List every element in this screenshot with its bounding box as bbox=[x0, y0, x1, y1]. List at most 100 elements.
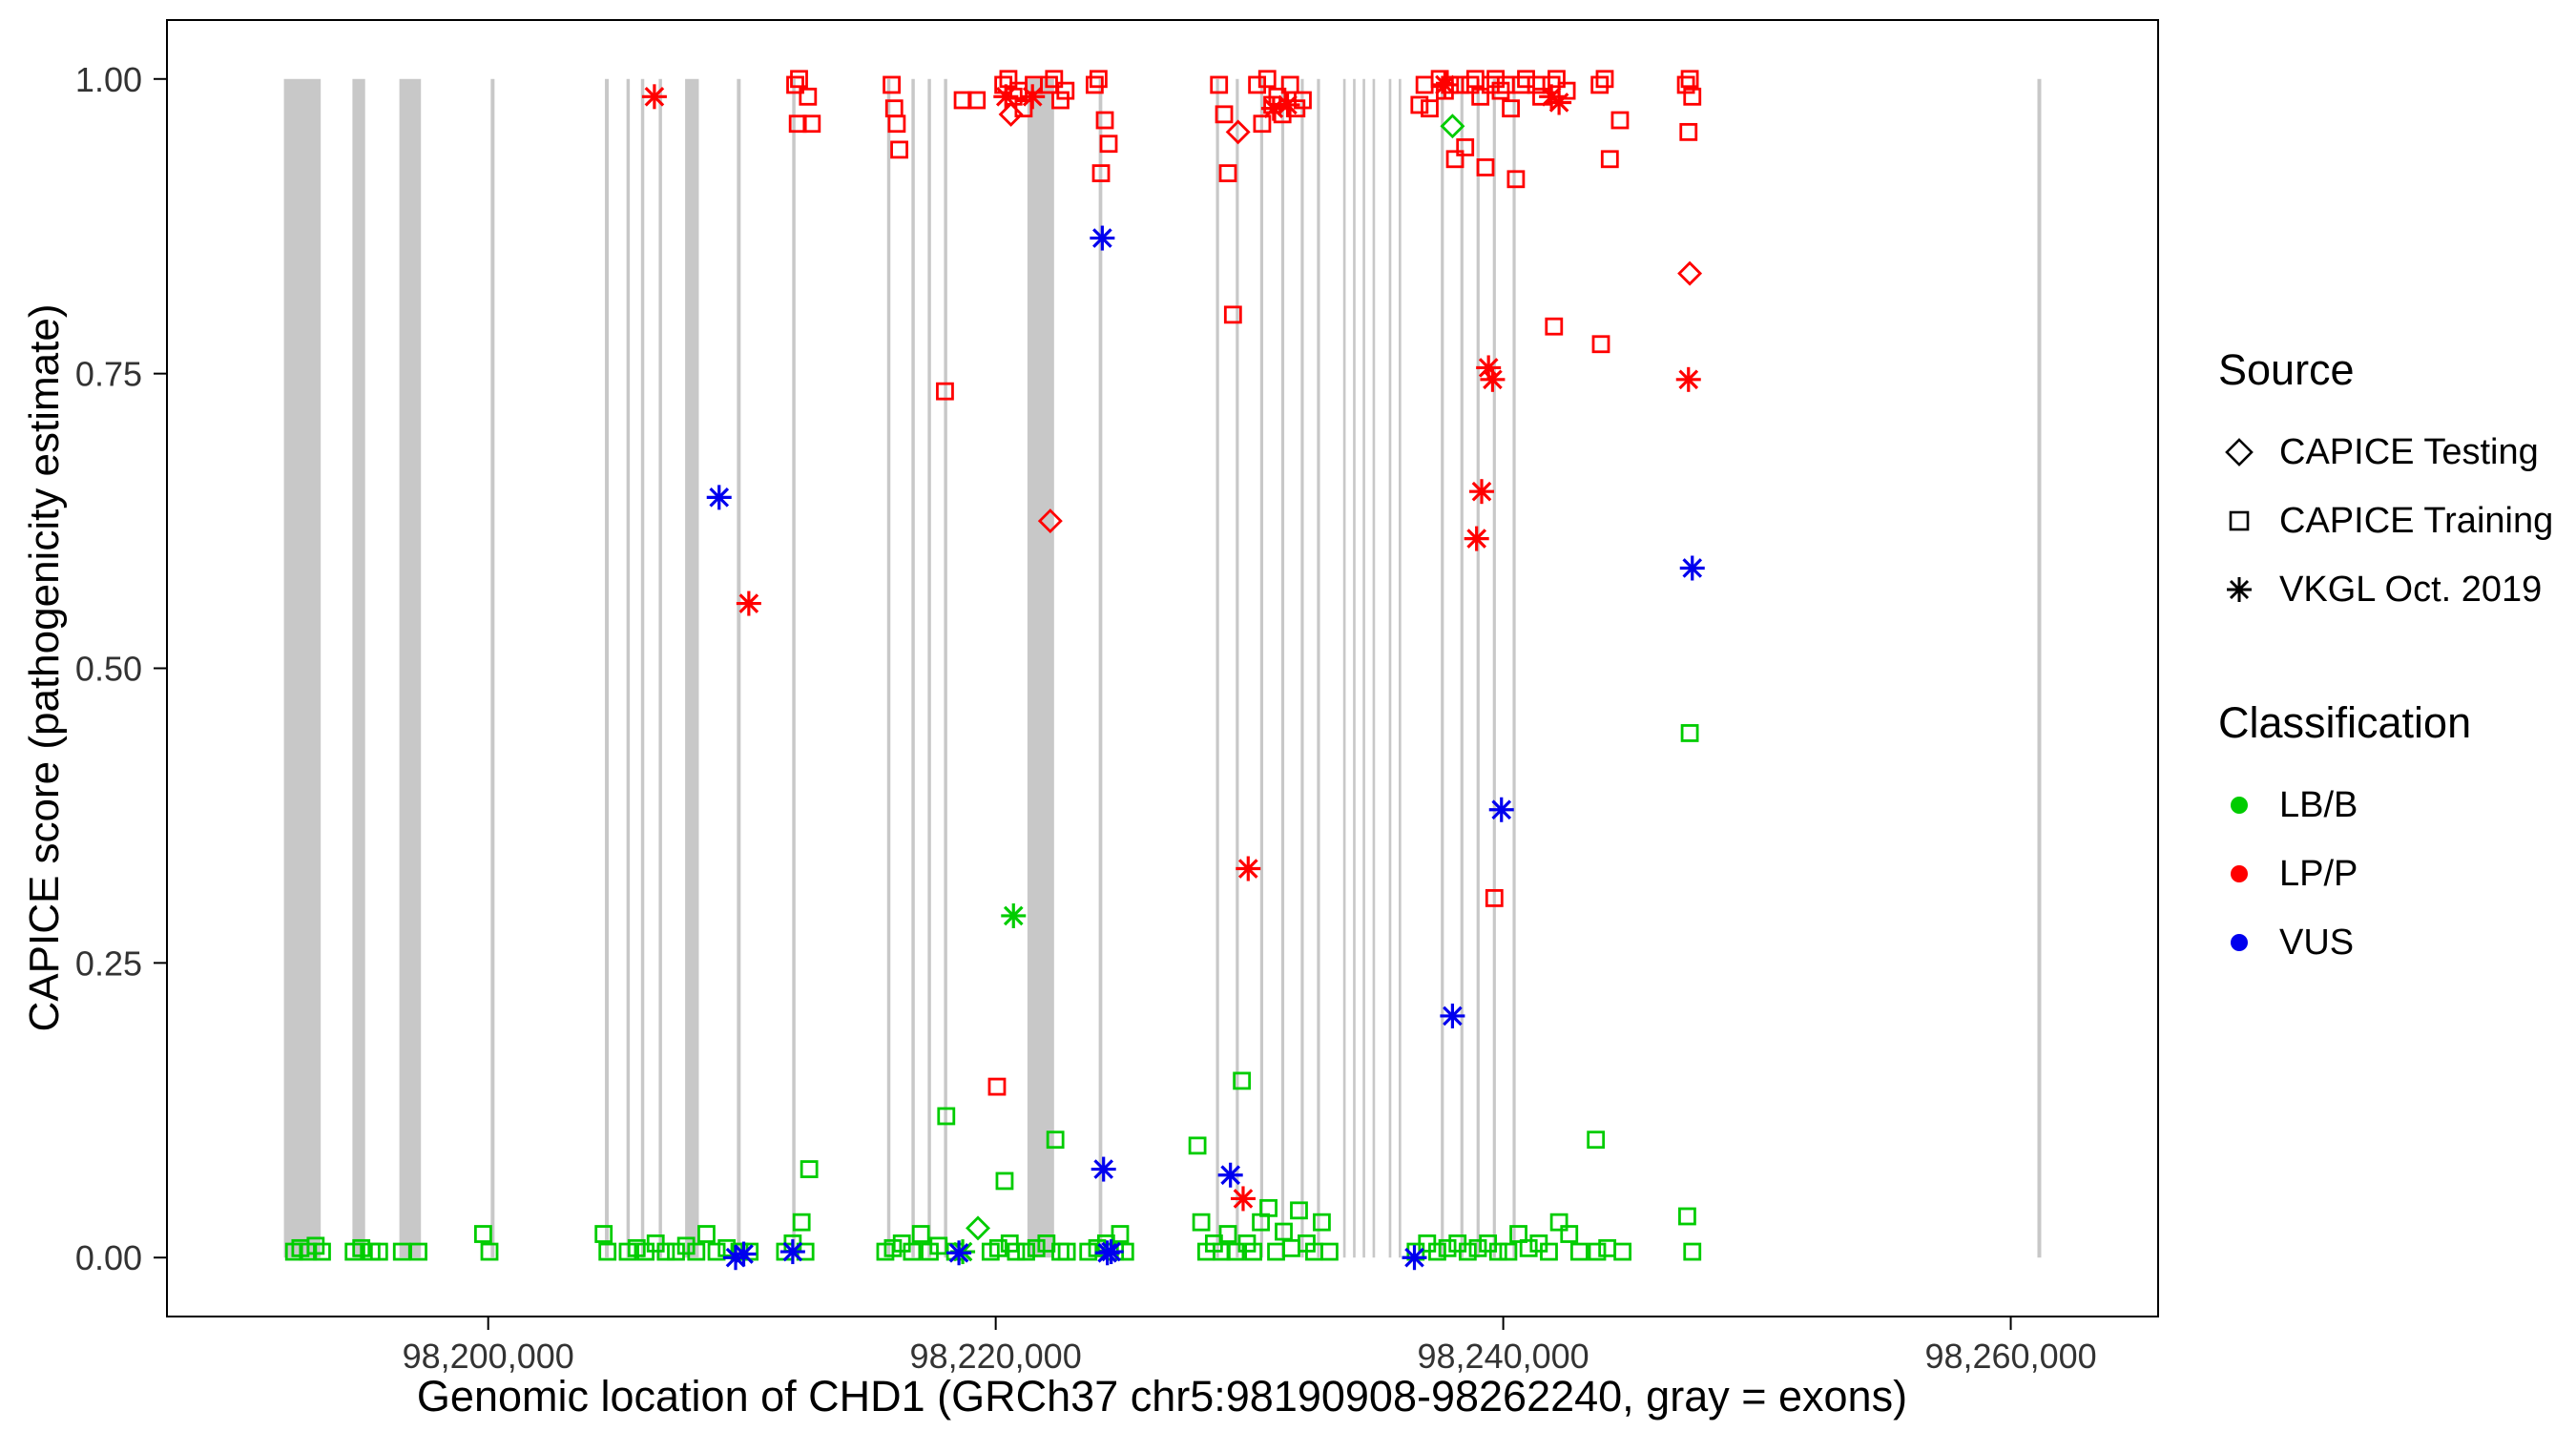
exon-band bbox=[1460, 78, 1464, 1258]
exon-band bbox=[1259, 78, 1263, 1258]
x-tick-label: 98,220,000 bbox=[910, 1337, 1082, 1376]
point-square bbox=[656, 1242, 675, 1261]
point-square bbox=[352, 1238, 371, 1257]
point-square bbox=[1051, 91, 1070, 110]
point-square bbox=[1415, 75, 1434, 94]
exon-band bbox=[927, 78, 931, 1258]
point-square bbox=[1678, 1207, 1696, 1226]
point-diamond bbox=[966, 1215, 991, 1241]
x-tick-label: 98,200,000 bbox=[403, 1337, 574, 1376]
y-tick-label: 1.00 bbox=[75, 60, 142, 99]
exon-band bbox=[1027, 78, 1054, 1258]
point-square bbox=[1253, 114, 1272, 134]
legend-label: LB/B bbox=[2279, 784, 2358, 825]
point-square bbox=[1458, 1242, 1477, 1261]
exon-band bbox=[1317, 78, 1320, 1258]
point-asterisk bbox=[1101, 1241, 1121, 1262]
point-square bbox=[1519, 1238, 1538, 1257]
point-square bbox=[1280, 75, 1299, 94]
point-square bbox=[473, 1225, 492, 1243]
point-square bbox=[1587, 1130, 1606, 1150]
point-square bbox=[1056, 81, 1075, 100]
point-asterisk bbox=[1478, 358, 1499, 378]
legend-source-title: Source bbox=[2218, 345, 2355, 394]
point-square bbox=[1017, 1242, 1035, 1261]
point-asterisk bbox=[738, 593, 759, 613]
legend-label: VKGL Oct. 2019 bbox=[2279, 569, 2543, 610]
exon-band bbox=[1342, 78, 1346, 1258]
point-square bbox=[1057, 1242, 1076, 1261]
exon-band bbox=[605, 78, 610, 1258]
exon-band bbox=[1441, 78, 1444, 1258]
point-square bbox=[988, 1238, 1008, 1257]
point-square bbox=[1233, 1071, 1252, 1090]
legend-item-lbb: LB/B bbox=[2218, 771, 2471, 840]
legend-label: VUS bbox=[2279, 922, 2355, 963]
circle-icon-lpp bbox=[2231, 865, 2248, 882]
point-square bbox=[1045, 70, 1064, 89]
point-asterisk bbox=[1682, 558, 1703, 578]
point-square bbox=[1210, 75, 1229, 94]
point-asterisk bbox=[1443, 1006, 1463, 1027]
exon-band bbox=[911, 78, 915, 1258]
point-square bbox=[1591, 335, 1610, 354]
point-square bbox=[999, 70, 1018, 89]
point-asterisk bbox=[1233, 1189, 1254, 1209]
point-square bbox=[1456, 138, 1475, 156]
point-square bbox=[786, 75, 804, 94]
point-square bbox=[598, 1242, 617, 1261]
point-square bbox=[1600, 150, 1619, 169]
point-square bbox=[1215, 105, 1234, 124]
x-axis-title: Genomic location of CHD1 (GRCh37 chr5:98… bbox=[416, 1372, 1908, 1421]
exon-band bbox=[737, 78, 741, 1258]
point-square bbox=[1257, 70, 1277, 89]
y-tick-label: 0.25 bbox=[75, 944, 142, 983]
point-square bbox=[676, 1236, 696, 1255]
point-square bbox=[1095, 111, 1114, 130]
point-square bbox=[1491, 81, 1510, 100]
point-square bbox=[313, 1242, 331, 1261]
point-square bbox=[707, 1242, 726, 1261]
point-square bbox=[911, 1225, 930, 1243]
point-asterisk bbox=[1548, 93, 1569, 113]
point-diamond bbox=[1037, 508, 1063, 534]
x-tick-label: 98,240,000 bbox=[1418, 1337, 1589, 1376]
point-square bbox=[480, 1242, 499, 1261]
legend-classification-title: Classification bbox=[2218, 698, 2472, 747]
point-square bbox=[1430, 70, 1449, 89]
legend-item-capice-testing: CAPICE Testing bbox=[2218, 418, 2553, 487]
y-tick-label: 0.50 bbox=[75, 650, 142, 689]
point-square bbox=[890, 140, 908, 159]
exon-band bbox=[399, 78, 422, 1258]
point-diamond bbox=[998, 101, 1024, 127]
point-square bbox=[1282, 1238, 1300, 1257]
point-square bbox=[903, 1242, 922, 1261]
point-square bbox=[1091, 164, 1111, 183]
point-square bbox=[1680, 724, 1699, 742]
point-square bbox=[1465, 70, 1485, 89]
point-square bbox=[1248, 75, 1267, 94]
legend-item-vus: VUS bbox=[2218, 908, 2471, 977]
point-square bbox=[995, 1172, 1014, 1191]
legend-label: LP/P bbox=[2279, 853, 2358, 894]
point-square bbox=[987, 1077, 1007, 1096]
exon-band bbox=[1353, 78, 1356, 1258]
point-square bbox=[1485, 889, 1504, 907]
exon-band bbox=[490, 78, 495, 1258]
point-square bbox=[1468, 1238, 1487, 1257]
point-square bbox=[1486, 70, 1506, 89]
point-square bbox=[1545, 317, 1564, 336]
point-square bbox=[1244, 1242, 1263, 1261]
point-square bbox=[1683, 1242, 1702, 1261]
legend-item-lpp: LP/P bbox=[2218, 840, 2471, 908]
point-square bbox=[1613, 1242, 1632, 1261]
point-asterisk bbox=[1404, 1247, 1424, 1268]
point-asterisk bbox=[1220, 1165, 1240, 1186]
exon-band bbox=[1476, 78, 1480, 1258]
point-asterisk bbox=[709, 487, 730, 508]
legend-item-vkgl: VKGL Oct. 2019 bbox=[2218, 555, 2553, 624]
legend-item-capice-training: CAPICE Training bbox=[2218, 487, 2553, 555]
y-axis-title: CAPICE score (pathogenicity estimate) bbox=[21, 303, 68, 1032]
point-square bbox=[1111, 1225, 1130, 1243]
